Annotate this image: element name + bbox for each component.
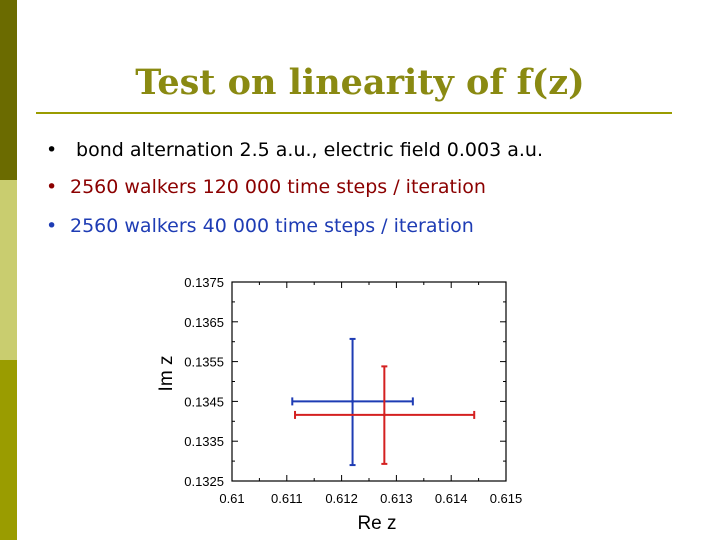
- bullet-text: 2560 walkers 40 000 time steps / iterati…: [70, 215, 474, 237]
- y-tick-label: 0.1345: [184, 394, 224, 409]
- y-tick-label: 0.1325: [184, 474, 224, 489]
- bullet-marker: •: [46, 139, 58, 161]
- y-tick-label: 0.1375: [184, 275, 224, 290]
- bullet-item: • bond alternation 2.5 a.u., electric fi…: [46, 139, 543, 161]
- bullet-item: • 2560 walkers 40 000 time steps / iterat…: [46, 215, 474, 237]
- bullet-marker: •: [46, 215, 58, 237]
- decor-stripe-top: [0, 0, 17, 180]
- bullet-text: bond alternation 2.5 a.u., electric fiel…: [70, 139, 543, 161]
- x-tick-label: 0.612: [325, 491, 358, 506]
- slide-title: Test on linearity of f(z): [135, 62, 585, 103]
- decor-stripe-middle: [0, 180, 17, 360]
- title-underline: [36, 112, 672, 114]
- y-tick-label: 0.1335: [184, 434, 224, 449]
- x-tick-label: 0.613: [380, 491, 413, 506]
- bullet-text: 2560 walkers 120 000 time steps / iterat…: [70, 176, 486, 198]
- y-axis-label: Im z: [156, 356, 177, 392]
- x-axis-label: Re z: [357, 513, 396, 534]
- series-1-point: [382, 413, 386, 417]
- x-tick-label: 0.614: [435, 491, 468, 506]
- plot-area: 0.61 0.611 0.612 0.613 0.614 0.615 0.1375 0.136…: [156, 275, 522, 534]
- series-0-point: [351, 399, 355, 403]
- x-tick-label: 0.615: [490, 491, 523, 506]
- x-tick-label: 0.61: [219, 491, 244, 506]
- y-tick-label: 0.1365: [184, 315, 224, 330]
- bullet-item: • 2560 walkers 120 000 time steps / itera…: [46, 176, 486, 198]
- y-tick-label: 0.1355: [184, 355, 224, 370]
- decor-stripe-bottom: [0, 360, 17, 540]
- bullet-marker: •: [46, 176, 58, 198]
- x-tick-label: 0.611: [271, 491, 303, 506]
- plot-frame: [231, 281, 507, 482]
